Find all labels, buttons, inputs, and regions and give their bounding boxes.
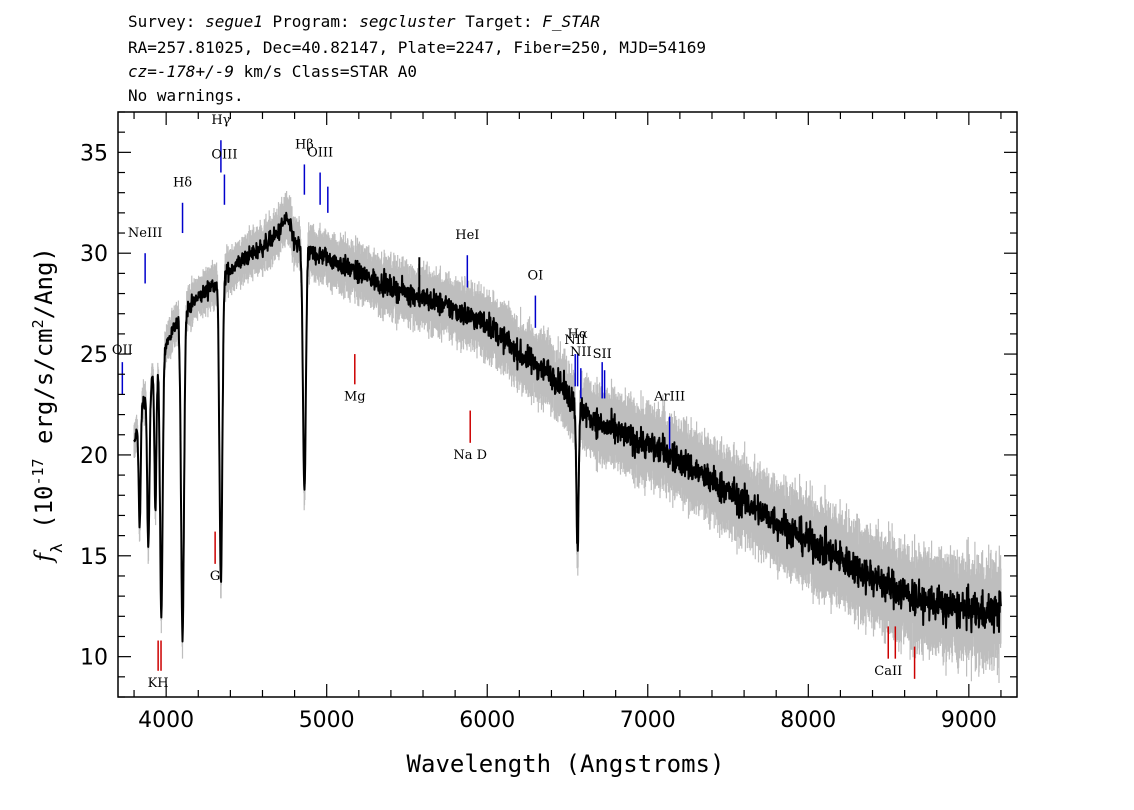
emission-label-3: Hβ — [295, 137, 314, 152]
target-value: F_STAR — [542, 12, 601, 31]
survey-value: segue1 — [205, 12, 263, 31]
emission-label-10: Hα — [568, 327, 588, 342]
emission-label-9: NII — [564, 333, 586, 348]
emission-label-1: OIII — [211, 147, 237, 162]
x-tick-label-5000: 5000 — [299, 708, 355, 733]
x-tick-label-8000: 8000 — [780, 708, 836, 733]
emission-label-12: SII — [593, 347, 612, 362]
emission-label-8: OI — [527, 268, 543, 283]
emission-label-4: OIII — [307, 145, 333, 160]
header-line-survey: Survey: segue1 Program: segcluster Targe… — [128, 12, 600, 32]
y-axis-title-part-4: erg/s/cm — [30, 328, 58, 458]
cz-prefix: cz= — [128, 62, 157, 81]
x-tick-label-9000: 9000 — [941, 708, 997, 733]
y-axis-title-part-3: -17 — [29, 458, 47, 485]
program-value: segcluster — [359, 12, 456, 31]
absorption-label-0: G — [210, 569, 220, 584]
absorption-label-1: Mg — [344, 389, 366, 404]
x-axis-title: Wavelength (Angstroms) — [407, 750, 725, 778]
survey-label: Survey: — [128, 12, 196, 31]
y-axis-title-part-1: λ — [47, 543, 66, 553]
emission-label-6: NeIII — [128, 226, 162, 241]
y-tick-label-10: 10 — [80, 646, 108, 671]
y-tick-label-35: 35 — [80, 141, 108, 166]
emission-label-7: HeI — [455, 228, 479, 243]
y-axis-title-part-2: (10 — [30, 486, 58, 544]
class-text: km/s Class=STAR A0 — [233, 62, 417, 81]
emission-label-15: OII — [112, 343, 133, 358]
spectrum-line — [133, 211, 1002, 643]
absorption-label-2: Na D — [453, 448, 487, 463]
x-tick-label-4000: 4000 — [138, 708, 194, 733]
emission-label-0: Hγ — [211, 113, 230, 128]
y-tick-label-15: 15 — [80, 545, 108, 570]
y-tick-label-25: 25 — [80, 343, 108, 368]
y-axis-title-part-5: 2 — [29, 319, 47, 328]
x-tick-label-6000: 6000 — [459, 708, 515, 733]
cz-value: -178+/-9 — [156, 62, 234, 81]
header-line-warnings: No warnings. — [128, 86, 244, 105]
header-line-coordinates: RA=257.81025, Dec=40.82147, Plate=2247, … — [128, 38, 706, 57]
y-axis-title: fλ (10-17 erg/s/cm2/Ang) — [29, 247, 66, 564]
y-axis-title-part-6: /Ang) — [30, 247, 58, 319]
program-label: Program: — [272, 12, 350, 31]
emission-label-14: ArIII — [653, 389, 685, 404]
header-line-redshift: cz=-178+/-9 km/s Class=STAR A0 — [128, 62, 417, 82]
error-band — [133, 191, 1002, 683]
x-tick-label-7000: 7000 — [620, 708, 676, 733]
emission-label-11: NII — [570, 345, 592, 360]
y-tick-label-30: 30 — [80, 242, 108, 267]
emission-label-2: Hδ — [173, 176, 192, 191]
absorption-label-3: KH — [148, 676, 169, 691]
absorption-label-5: CaII — [874, 664, 902, 679]
y-tick-label-20: 20 — [80, 444, 108, 469]
plot-frame — [117, 111, 1018, 698]
target-label: Target: — [465, 12, 533, 31]
